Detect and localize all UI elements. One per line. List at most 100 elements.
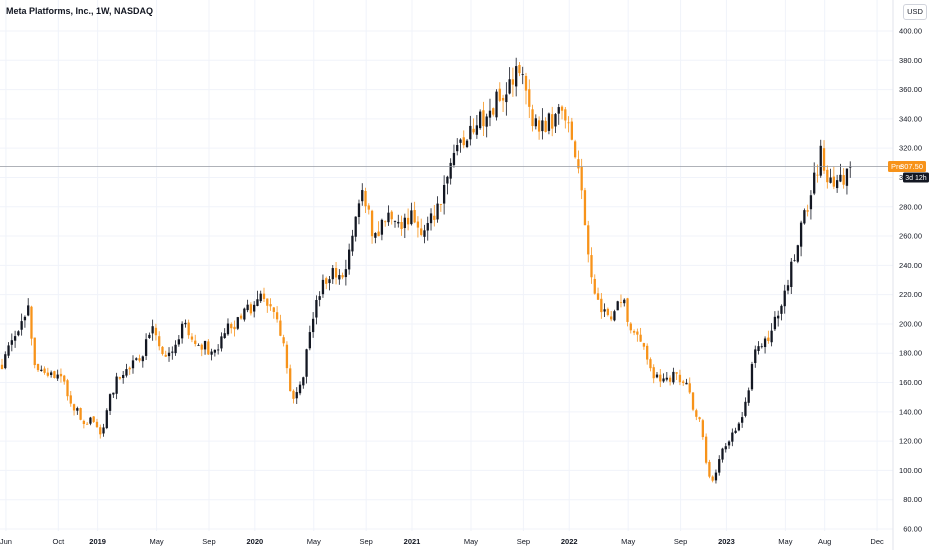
candle-body [338, 275, 341, 280]
candle-body [92, 416, 95, 422]
x-tick-label: 2022 [561, 537, 578, 546]
y-tick-label: 360.00 [899, 85, 922, 94]
price-axis[interactable]: 400.00380.00360.00340.00320.00300.00280.… [899, 27, 922, 534]
candle-body [629, 323, 632, 331]
candle-body [518, 64, 521, 74]
candle-body [839, 174, 842, 182]
candle-body [760, 346, 763, 348]
candle-body [13, 336, 17, 341]
candle-body [341, 275, 344, 278]
candle-body [230, 323, 233, 329]
candle-body [131, 360, 135, 369]
candle-body [763, 338, 767, 348]
candle-body [380, 219, 384, 235]
candle-body [174, 344, 177, 354]
candle-body [626, 298, 629, 322]
candle-body [835, 180, 839, 189]
candle-body [135, 358, 138, 360]
candle-body [239, 315, 243, 319]
candle-body [285, 344, 289, 369]
candle-body [560, 106, 564, 111]
candle-body [308, 332, 311, 349]
y-tick-label: 320.00 [899, 144, 922, 153]
y-tick-label: 240.00 [899, 261, 922, 270]
x-tick-label: Aug [818, 537, 831, 546]
candle-body [220, 336, 223, 349]
candle-body [845, 168, 849, 186]
candle-body [600, 298, 603, 313]
y-tick-label: 400.00 [899, 27, 922, 36]
y-tick-label: 180.00 [899, 349, 922, 358]
candle-body [668, 377, 672, 382]
candle-body [167, 352, 171, 357]
candle-body [773, 316, 777, 330]
candle-body [416, 221, 420, 228]
x-tick-label: Sep [360, 537, 373, 546]
candle-body [665, 377, 668, 380]
currency-button[interactable]: USD [903, 4, 927, 20]
candle-body [515, 66, 518, 87]
candle-body [439, 204, 442, 205]
candle-body [99, 427, 102, 435]
candle-body [544, 120, 547, 132]
candle-body [475, 125, 479, 135]
candle-body [675, 372, 678, 374]
candle-body [266, 298, 269, 306]
candle-body [282, 337, 285, 344]
candle-body [53, 371, 56, 379]
candle-body [33, 337, 36, 366]
candle-body [596, 293, 600, 300]
candle-body [682, 381, 685, 383]
candle-body [315, 299, 318, 318]
candle-body [305, 349, 308, 377]
candle-body [819, 145, 822, 176]
candle-body [4, 354, 7, 369]
candle-body [655, 374, 659, 378]
candle-body [321, 279, 325, 295]
candle-body [613, 311, 616, 321]
candle-body [213, 349, 217, 353]
candle-body [459, 139, 462, 143]
candle-body [7, 345, 10, 356]
candle-body [721, 448, 724, 460]
candle-body [79, 408, 82, 420]
candle-body [400, 222, 403, 229]
candle-body [223, 333, 226, 339]
candle-body [10, 340, 13, 345]
candle-body [46, 372, 49, 376]
candle-body [482, 110, 485, 127]
candle-body [632, 331, 636, 333]
candle-body [334, 267, 338, 278]
candle-body [587, 225, 590, 255]
candle-body [243, 308, 246, 320]
candle-body [610, 316, 613, 320]
candle-body [688, 383, 691, 393]
time-axis[interactable]: Jun Oct 2019 May Sep 2020 May Sep 2021 May Sep 2022… [0, 537, 884, 546]
candle-body [583, 190, 587, 226]
candle-body [27, 305, 30, 316]
candle-body [351, 235, 354, 252]
candle-body [639, 334, 642, 342]
candle-body [429, 213, 433, 224]
candle-body [816, 174, 819, 176]
candle-body [275, 312, 279, 320]
candle-body [217, 349, 220, 351]
candle-body [691, 392, 695, 410]
candle-body [793, 260, 796, 262]
candle-body [557, 107, 560, 114]
candle-body [370, 210, 374, 237]
candle-body [364, 190, 367, 207]
candle-body [144, 339, 148, 356]
candle-body [528, 89, 531, 107]
candle-body [741, 417, 744, 423]
x-tick-label: 2021 [404, 537, 421, 546]
candle-body [636, 331, 639, 335]
candle-body [331, 268, 334, 280]
candle-body [698, 417, 701, 420]
candle-body [708, 461, 711, 477]
x-tick-label: Sep [202, 537, 215, 546]
candle-body [154, 327, 158, 336]
price-badge-label: Pre [891, 162, 903, 171]
candle-body [724, 446, 727, 450]
